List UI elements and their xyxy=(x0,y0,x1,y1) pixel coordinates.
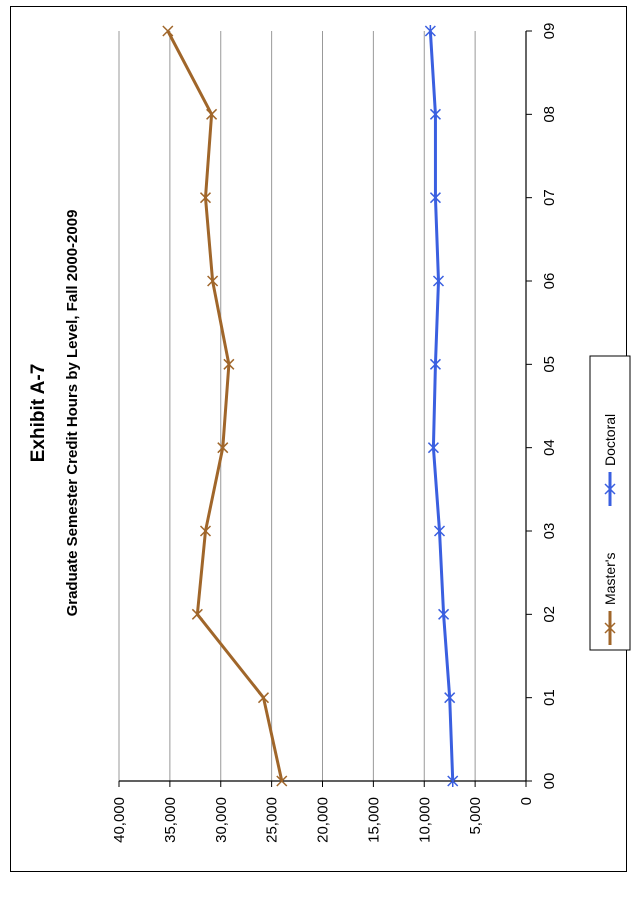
data-point xyxy=(257,692,270,704)
category-tick-label: 03 xyxy=(541,523,558,540)
x-tick-labels: 00 01 02 03 04 05 06 07 08 09 xyxy=(541,23,558,790)
data-point xyxy=(444,691,456,704)
category-tick-label: 09 xyxy=(541,23,558,40)
value-tick-label: 35,000 xyxy=(162,797,179,843)
data-point xyxy=(206,108,218,120)
legend-label: Master's xyxy=(602,553,618,605)
legend-marker xyxy=(604,622,616,634)
data-point xyxy=(433,525,446,537)
data-point xyxy=(429,358,441,371)
data-point xyxy=(432,275,445,287)
data-point xyxy=(429,191,441,204)
y-tick-labels: 0 5,000 10,000 15,000 20,000 25,000 30,000 35,0… xyxy=(111,797,535,843)
legend: Master's Doctoral xyxy=(589,355,631,651)
value-tick-label: 10,000 xyxy=(416,797,433,843)
category-tick-label: 06 xyxy=(541,273,558,290)
gridlines xyxy=(118,31,476,781)
data-point xyxy=(438,608,450,621)
value-tick-label: 15,000 xyxy=(365,797,382,843)
axes xyxy=(118,30,532,787)
category-tick-label: 04 xyxy=(541,439,558,456)
value-tick-label: 30,000 xyxy=(213,797,230,843)
data-point xyxy=(223,358,235,370)
series-line xyxy=(166,30,284,782)
data-point xyxy=(217,442,229,454)
value-tick-label: 0 xyxy=(518,797,535,805)
data-point xyxy=(447,775,459,787)
chart-subtitle: Graduate Semester Credit Hours by Level,… xyxy=(64,210,81,617)
value-tick-label: 25,000 xyxy=(264,797,281,843)
data-point xyxy=(424,25,436,37)
value-tick-label: 40,000 xyxy=(111,797,128,843)
legend-entry: Doctoral xyxy=(602,414,618,506)
value-tick-label: 20,000 xyxy=(315,797,332,843)
category-tick-label: 02 xyxy=(541,606,558,623)
data-point xyxy=(162,25,174,37)
category-tick-label: 01 xyxy=(541,689,558,706)
series-masters xyxy=(162,25,288,787)
chart-title: Exhibit A-7 xyxy=(28,364,49,463)
series-doctoral xyxy=(424,25,459,787)
series-line xyxy=(428,30,455,782)
data-point xyxy=(207,275,219,287)
data-point xyxy=(199,192,212,204)
legend-marker xyxy=(604,483,616,495)
series-layer xyxy=(162,25,459,787)
data-point xyxy=(427,441,439,454)
data-point xyxy=(199,525,212,537)
category-tick-label: 00 xyxy=(541,773,558,790)
category-tick-label: 07 xyxy=(541,189,558,206)
data-point xyxy=(191,608,203,620)
category-tick-label: 05 xyxy=(541,356,558,373)
legend-entry: Master's xyxy=(602,553,618,645)
category-tick-label: 08 xyxy=(541,106,558,123)
data-point xyxy=(276,775,288,787)
data-point xyxy=(429,108,441,121)
value-tick-label: 5,000 xyxy=(467,797,484,835)
legend-label: Doctoral xyxy=(602,414,618,466)
